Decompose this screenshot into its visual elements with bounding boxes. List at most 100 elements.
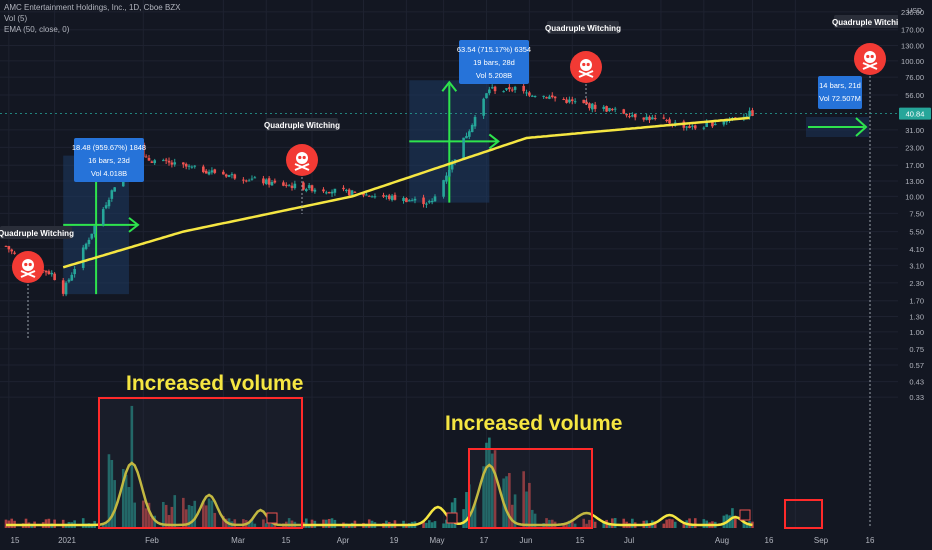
- skull-head: [864, 51, 876, 63]
- price-tick-label: 1.00: [909, 328, 924, 337]
- candle-body: [751, 110, 754, 116]
- volume-bar: [662, 523, 666, 528]
- candle-body: [150, 161, 154, 163]
- volume-bar: [247, 522, 251, 528]
- volume-bar: [442, 523, 445, 528]
- candle-body: [668, 119, 671, 124]
- candle-body: [493, 86, 497, 92]
- candle-body: [591, 103, 594, 110]
- time-tick-label: 17: [480, 536, 489, 545]
- volume-bar: [253, 523, 257, 528]
- candle-body: [262, 178, 265, 184]
- volume-bar: [693, 518, 697, 528]
- volume-bar: [287, 518, 291, 528]
- time-tick-label: Sep: [814, 536, 829, 545]
- candle-body: [433, 196, 437, 202]
- candle-body: [653, 118, 657, 120]
- time-axis: 15 2021 Feb Mar 15 Apr 19 May 17 Jun 15 Jul Aug 16 Sep…: [0, 509, 932, 550]
- candle-body: [585, 101, 588, 105]
- candle-body: [93, 225, 96, 234]
- candle-body: [61, 280, 65, 294]
- candle-body: [204, 170, 208, 174]
- volume-bar: [510, 504, 514, 528]
- candle-body: [442, 180, 445, 197]
- candle-body: [144, 156, 148, 158]
- candle-body: [665, 120, 668, 122]
- time-tick-label: Jun: [520, 536, 533, 545]
- candle-body: [184, 163, 188, 167]
- volume-bar: [490, 453, 494, 528]
- volume-bar: [184, 509, 188, 528]
- volume-bar: [493, 450, 497, 528]
- candle-body: [633, 113, 637, 118]
- candle-body: [53, 273, 56, 281]
- volume-bar: [522, 471, 525, 528]
- measure-info-3-line-1: 14 bars, 21d: [819, 81, 861, 90]
- volume-bar: [330, 518, 334, 528]
- volume-bar: [525, 491, 528, 528]
- volume-bar: [327, 518, 331, 528]
- candle-body: [602, 106, 606, 110]
- candle-body: [353, 191, 357, 193]
- volume-bar: [24, 518, 28, 528]
- volume-bar: [562, 523, 565, 528]
- currency-label: USD: [907, 8, 922, 15]
- candle-body: [307, 185, 311, 189]
- volume-bar: [682, 522, 686, 528]
- ema-indicator-label[interactable]: EMA (50, close, 0): [4, 25, 70, 34]
- volume-bar: [110, 459, 114, 528]
- volume-bar: [530, 509, 534, 528]
- candle-body: [113, 187, 116, 192]
- candle-body: [330, 191, 334, 194]
- candle-body: [367, 195, 371, 197]
- candle-body: [425, 203, 428, 205]
- price-tick-label: 23.00: [905, 143, 924, 152]
- volume-bar: [485, 442, 488, 528]
- candle-body: [222, 171, 225, 175]
- volume-indicator-label[interactable]: Vol (5): [4, 14, 28, 23]
- volume-bar: [622, 518, 626, 528]
- candle-body: [645, 116, 648, 120]
- candle-body: [7, 246, 11, 250]
- measure-info-2-line-1: 63.54 (715.17%) 6354: [457, 45, 531, 54]
- volume-bar: [150, 517, 154, 528]
- volume-bar: [734, 515, 737, 528]
- candle-body: [302, 182, 305, 190]
- volume-bar: [533, 513, 537, 528]
- volume-bar: [688, 518, 691, 528]
- candle-body: [745, 116, 749, 118]
- volume-bar: [427, 520, 431, 528]
- candle-body: [462, 137, 465, 159]
- skull-eye: [298, 155, 302, 160]
- candle-body: [513, 86, 517, 90]
- candle-body: [347, 189, 351, 196]
- volume-bar: [47, 518, 51, 528]
- volume-bar: [433, 521, 437, 528]
- volume-bar: [545, 518, 548, 528]
- skull-bone: [578, 70, 594, 78]
- candle-body: [402, 197, 405, 201]
- candle-body: [242, 179, 245, 181]
- last-price-tag: [899, 107, 931, 120]
- volume-bar: [173, 495, 177, 528]
- price-tick-label: 31.00: [905, 126, 924, 135]
- candle-body: [613, 108, 617, 110]
- candle-body: [162, 160, 165, 162]
- volume-bar: [505, 476, 508, 528]
- candle-body: [230, 174, 234, 176]
- price-tick-label: 3.10: [909, 261, 924, 270]
- quad-witching-label-bg: [834, 15, 906, 28]
- volume-bar: [164, 504, 168, 528]
- candle-body: [282, 182, 285, 186]
- earnings-marker-icon: [739, 509, 751, 521]
- candle-body: [522, 85, 525, 92]
- volume-bar: [673, 521, 677, 528]
- volume-bar: [611, 518, 614, 528]
- candle-body: [387, 195, 391, 199]
- candle-body: [385, 195, 388, 197]
- time-tick-label: Jul: [624, 536, 634, 545]
- candle-body: [648, 116, 651, 121]
- candle-body: [505, 88, 508, 90]
- candle-body: [593, 104, 597, 109]
